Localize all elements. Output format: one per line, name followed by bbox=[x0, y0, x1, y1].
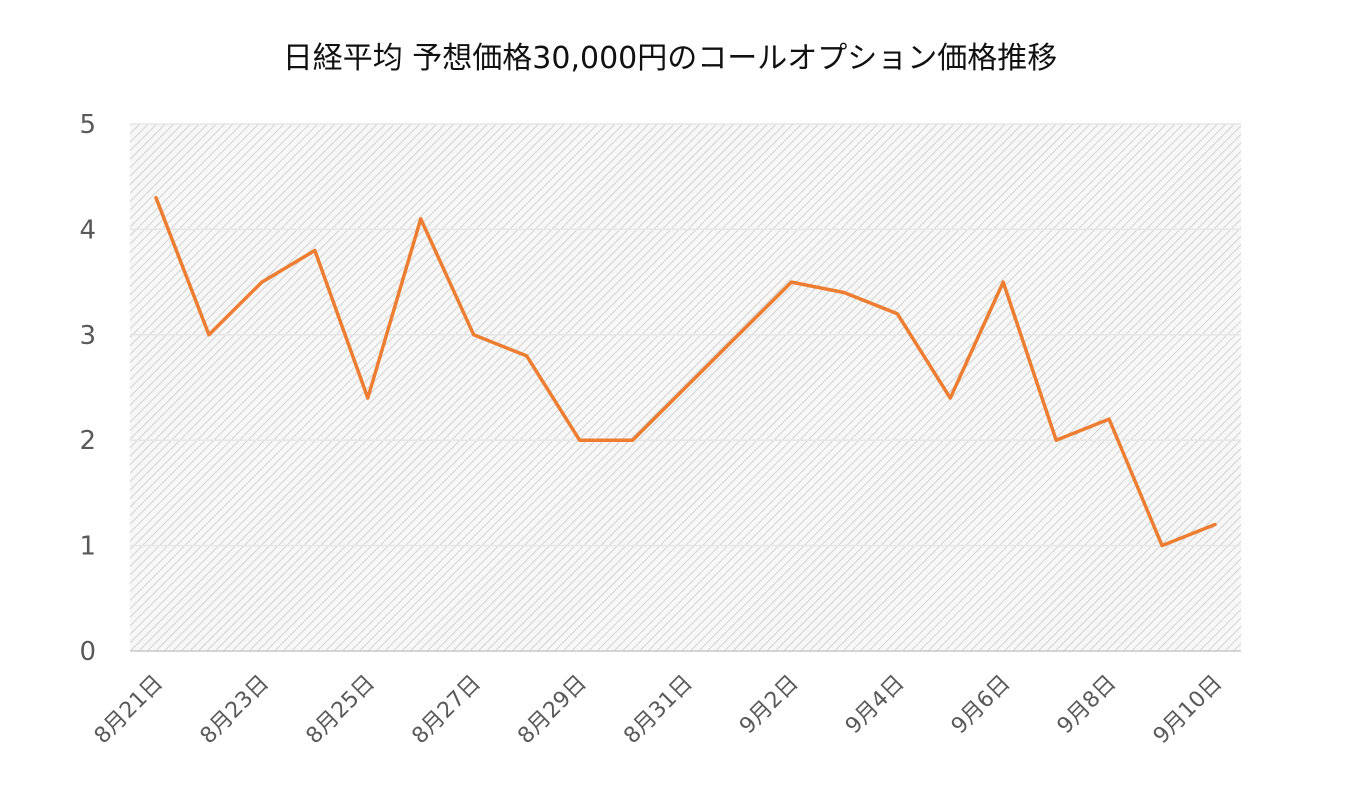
data-point-6 bbox=[472, 333, 476, 337]
data-point-8 bbox=[578, 438, 582, 442]
x-tick-label: 8月21日 bbox=[90, 671, 168, 749]
data-point-10 bbox=[684, 386, 687, 389]
data-point-19 bbox=[1160, 544, 1164, 548]
x-tick-label: 8月27日 bbox=[407, 671, 485, 749]
x-tick-label: 9月8日 bbox=[1053, 671, 1122, 740]
x-axis-ticks: 8月21日 8月23日 8月25日 8月27日 8月29日 8月31日 9月2日 9月4日 9月… bbox=[90, 671, 1227, 749]
data-point-1 bbox=[207, 333, 211, 337]
x-tick-label: 8月31日 bbox=[619, 671, 697, 749]
y-tick-label: 3 bbox=[79, 321, 96, 351]
data-point-13 bbox=[842, 291, 846, 295]
y-tick-label: 2 bbox=[79, 426, 96, 456]
grid-lines bbox=[130, 123, 1241, 547]
y-tick-label: 4 bbox=[79, 215, 96, 245]
data-point-15 bbox=[948, 396, 952, 400]
data-point-12 bbox=[789, 280, 793, 284]
x-tick-label: 9月2日 bbox=[735, 671, 804, 740]
x-tick-label: 8月23日 bbox=[196, 671, 274, 749]
data-point-16 bbox=[1001, 280, 1005, 284]
y-tick-label: 0 bbox=[79, 637, 96, 667]
data-point-2 bbox=[260, 280, 264, 284]
data-points bbox=[154, 196, 1217, 548]
data-point-7 bbox=[525, 354, 529, 358]
data-point-0 bbox=[154, 196, 158, 200]
y-tick-label: 1 bbox=[79, 532, 96, 562]
data-point-4 bbox=[366, 396, 370, 400]
x-tick-label: 8月25日 bbox=[302, 671, 380, 749]
data-point-11 bbox=[736, 333, 740, 337]
y-tick-label: 5 bbox=[79, 110, 96, 140]
x-tick-label: 9月4日 bbox=[841, 671, 910, 740]
data-point-17 bbox=[1054, 438, 1058, 442]
y-axis-ticks: 0 1 2 3 4 5 bbox=[79, 110, 96, 667]
data-point-14 bbox=[895, 312, 899, 316]
x-tick-label: 9月10日 bbox=[1149, 671, 1227, 749]
data-point-3 bbox=[313, 248, 317, 252]
x-tick-label: 8月29日 bbox=[513, 671, 591, 749]
x-tick-label: 9月6日 bbox=[947, 671, 1016, 740]
chart-title: 日経平均 予想価格30,000円のコールオプション価格推移 bbox=[283, 41, 1058, 76]
data-point-20 bbox=[1213, 523, 1217, 527]
data-point-9 bbox=[631, 438, 635, 442]
data-point-5 bbox=[419, 217, 423, 221]
data-point-18 bbox=[1107, 417, 1111, 421]
